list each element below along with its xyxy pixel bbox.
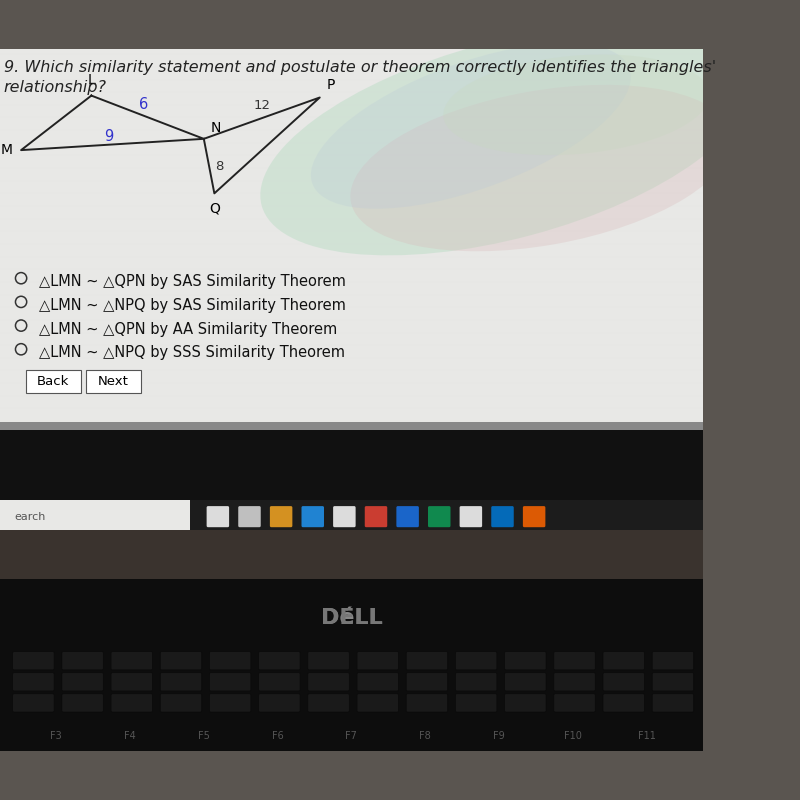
FancyBboxPatch shape [270, 506, 292, 527]
FancyBboxPatch shape [505, 652, 546, 670]
FancyBboxPatch shape [258, 694, 300, 712]
Text: F7: F7 [346, 731, 358, 741]
FancyBboxPatch shape [357, 652, 398, 670]
FancyBboxPatch shape [308, 673, 350, 691]
FancyBboxPatch shape [0, 422, 702, 430]
FancyBboxPatch shape [554, 694, 595, 712]
FancyBboxPatch shape [523, 506, 546, 527]
FancyBboxPatch shape [160, 673, 202, 691]
FancyBboxPatch shape [258, 673, 300, 691]
FancyBboxPatch shape [0, 530, 702, 579]
FancyBboxPatch shape [333, 506, 356, 527]
Text: 6: 6 [139, 97, 149, 112]
FancyBboxPatch shape [0, 534, 702, 751]
FancyBboxPatch shape [603, 673, 645, 691]
FancyBboxPatch shape [160, 694, 202, 712]
FancyBboxPatch shape [652, 652, 694, 670]
FancyBboxPatch shape [365, 506, 387, 527]
Text: earch: earch [14, 512, 46, 522]
FancyBboxPatch shape [455, 652, 497, 670]
FancyBboxPatch shape [0, 500, 190, 534]
Text: N: N [211, 122, 222, 135]
FancyBboxPatch shape [13, 673, 54, 691]
FancyBboxPatch shape [357, 673, 398, 691]
FancyBboxPatch shape [62, 673, 103, 691]
FancyBboxPatch shape [505, 673, 546, 691]
FancyBboxPatch shape [455, 673, 497, 691]
FancyBboxPatch shape [190, 500, 702, 534]
Ellipse shape [443, 54, 710, 155]
FancyBboxPatch shape [238, 506, 261, 527]
FancyBboxPatch shape [406, 694, 448, 712]
FancyBboxPatch shape [554, 652, 595, 670]
FancyBboxPatch shape [86, 370, 141, 393]
FancyBboxPatch shape [0, 49, 702, 425]
Text: F9: F9 [493, 731, 505, 741]
Ellipse shape [260, 25, 752, 255]
FancyBboxPatch shape [308, 694, 350, 712]
Text: Back: Back [38, 375, 70, 388]
FancyBboxPatch shape [554, 673, 595, 691]
Text: relationship?: relationship? [3, 79, 106, 94]
Text: △LMN ~ △QPN by AA Similarity Theorem: △LMN ~ △QPN by AA Similarity Theorem [38, 322, 337, 337]
FancyBboxPatch shape [396, 506, 419, 527]
FancyBboxPatch shape [406, 673, 448, 691]
FancyBboxPatch shape [160, 652, 202, 670]
Text: DELL: DELL [321, 608, 382, 628]
FancyBboxPatch shape [491, 506, 514, 527]
FancyBboxPatch shape [302, 506, 324, 527]
FancyBboxPatch shape [26, 370, 81, 393]
Text: F10: F10 [564, 731, 582, 741]
FancyBboxPatch shape [603, 694, 645, 712]
FancyBboxPatch shape [603, 652, 645, 670]
FancyBboxPatch shape [652, 673, 694, 691]
FancyBboxPatch shape [652, 694, 694, 712]
Text: L: L [87, 73, 95, 87]
FancyBboxPatch shape [357, 694, 398, 712]
Text: 8: 8 [215, 160, 224, 173]
Text: F3: F3 [50, 731, 62, 741]
FancyBboxPatch shape [308, 652, 350, 670]
FancyBboxPatch shape [111, 694, 153, 712]
FancyBboxPatch shape [406, 652, 448, 670]
FancyBboxPatch shape [13, 652, 54, 670]
Text: △LMN ~ △NPQ by SSS Similarity Theorem: △LMN ~ △NPQ by SSS Similarity Theorem [38, 346, 345, 360]
FancyBboxPatch shape [111, 673, 153, 691]
Text: F5: F5 [198, 731, 210, 741]
Text: F11: F11 [638, 731, 655, 741]
FancyBboxPatch shape [210, 652, 251, 670]
FancyBboxPatch shape [210, 694, 251, 712]
Text: Next: Next [98, 375, 129, 388]
FancyBboxPatch shape [460, 506, 482, 527]
Ellipse shape [311, 43, 631, 209]
FancyBboxPatch shape [210, 673, 251, 691]
FancyBboxPatch shape [206, 506, 229, 527]
FancyBboxPatch shape [111, 652, 153, 670]
Text: △LMN ~ △NPQ by SAS Similarity Theorem: △LMN ~ △NPQ by SAS Similarity Theorem [38, 298, 346, 313]
FancyBboxPatch shape [428, 506, 450, 527]
FancyBboxPatch shape [455, 694, 497, 712]
Text: 9: 9 [104, 129, 114, 143]
Text: 12: 12 [254, 99, 270, 112]
Text: △LMN ~ △QPN by SAS Similarity Theorem: △LMN ~ △QPN by SAS Similarity Theorem [38, 274, 346, 290]
FancyBboxPatch shape [62, 652, 103, 670]
Text: F8: F8 [419, 731, 431, 741]
FancyBboxPatch shape [0, 372, 702, 751]
Text: 9. Which similarity statement and postulate or theorem correctly identifies the : 9. Which similarity statement and postul… [3, 60, 716, 75]
Text: Q: Q [209, 202, 220, 216]
Ellipse shape [350, 85, 732, 251]
Text: F4: F4 [124, 731, 136, 741]
Text: P: P [326, 78, 335, 92]
FancyBboxPatch shape [505, 694, 546, 712]
Text: M: M [1, 143, 13, 157]
Text: DéLL: DéLL [321, 608, 382, 628]
FancyBboxPatch shape [13, 694, 54, 712]
FancyBboxPatch shape [62, 694, 103, 712]
Text: F6: F6 [272, 731, 283, 741]
FancyBboxPatch shape [258, 652, 300, 670]
